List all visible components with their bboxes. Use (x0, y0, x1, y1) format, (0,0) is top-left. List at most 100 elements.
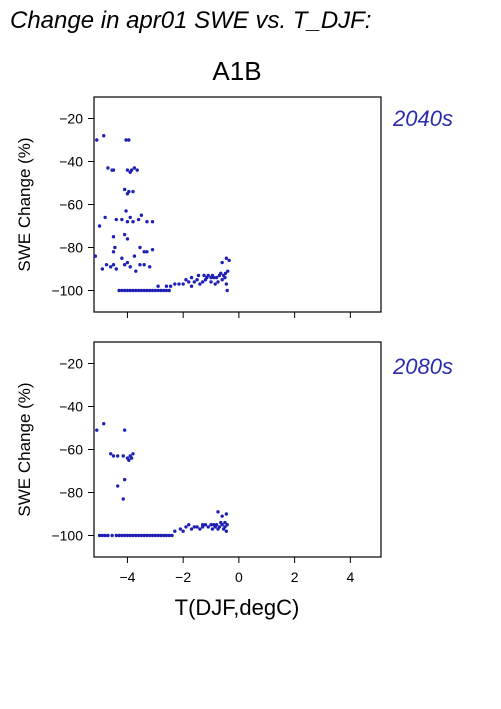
data-point (220, 260, 224, 265)
data-point (93, 254, 98, 258)
plot-frame (93, 96, 382, 313)
data-point (125, 168, 130, 172)
data-point (159, 288, 163, 293)
data-point (125, 220, 130, 224)
data-point (128, 533, 132, 538)
data-point (113, 245, 117, 250)
data-point (139, 213, 144, 217)
data-point (223, 275, 227, 280)
data-point (167, 533, 171, 538)
data-point (217, 525, 222, 529)
data-point (95, 428, 99, 432)
data-point (184, 525, 188, 529)
data-point (209, 275, 213, 280)
data-point (122, 263, 127, 267)
data-point (224, 529, 229, 533)
data-point (114, 533, 118, 538)
data-point (131, 288, 135, 293)
data-point (120, 217, 124, 222)
data-point (159, 533, 163, 538)
data-point (122, 533, 127, 538)
data-point (216, 280, 220, 284)
data-point (198, 527, 202, 531)
data-point (131, 189, 135, 194)
data-point (131, 220, 135, 224)
data-point (214, 275, 219, 280)
data-point (181, 529, 185, 533)
data-point (200, 523, 205, 527)
data-point (200, 280, 205, 284)
data-point (114, 217, 118, 222)
data-point (134, 288, 138, 293)
data-point (114, 267, 118, 271)
data-point (189, 527, 194, 531)
data-point (145, 288, 149, 293)
data-point (138, 263, 142, 267)
data-point (127, 189, 131, 194)
period-label: 2080s (392, 354, 453, 379)
data-point (100, 267, 105, 271)
data-point (170, 533, 174, 538)
data-point (103, 533, 107, 538)
y-tick-label: −40 (59, 154, 83, 170)
x-tick-label: 4 (346, 569, 354, 585)
y-tick-label: −80 (59, 485, 83, 501)
panel-2040s: −20 −40 −60 −80 −100 SWE Change (%) 2040s (15, 96, 453, 318)
data-point (138, 245, 142, 250)
data-point (125, 533, 130, 538)
data-point (117, 533, 121, 538)
data-point (142, 533, 146, 538)
data-point (97, 224, 102, 228)
data-point (109, 452, 113, 456)
data-point (209, 280, 213, 284)
data-point (198, 282, 202, 286)
data-point (122, 187, 127, 192)
data-point (102, 422, 106, 426)
data-point (129, 168, 134, 172)
y-tick-label: −20 (59, 356, 83, 372)
data-point (214, 523, 219, 527)
data-point (125, 237, 130, 241)
data-point (120, 256, 124, 260)
data-point (206, 273, 210, 278)
data-point (139, 288, 144, 293)
data-point (161, 533, 166, 538)
data-point (100, 533, 105, 538)
data-point (121, 497, 125, 501)
data-point (225, 288, 229, 293)
data-point (142, 250, 146, 254)
data-point (212, 275, 216, 280)
data-point (122, 477, 127, 482)
scenario-label: A1B (212, 56, 261, 86)
data-point (125, 288, 130, 293)
data-point (220, 514, 224, 518)
y-tick-label: −100 (51, 528, 83, 544)
data-point (219, 271, 223, 275)
data-point (124, 209, 128, 213)
data-point (150, 533, 155, 538)
data-point (150, 288, 155, 293)
data-point (220, 523, 224, 527)
data-point (106, 533, 110, 538)
data-point (173, 282, 177, 286)
data-point (111, 168, 116, 172)
data-point (167, 288, 171, 293)
x-tick-label: 2 (291, 569, 299, 585)
data-point (187, 523, 191, 527)
data-point (156, 284, 160, 288)
data-point (196, 273, 201, 278)
data-point (131, 452, 135, 456)
data-point (139, 533, 144, 538)
data-point (115, 454, 120, 458)
data-point (223, 525, 227, 529)
data-point (111, 250, 116, 254)
data-point (120, 533, 124, 538)
data-point (120, 288, 124, 293)
data-point (134, 269, 138, 273)
data-point (206, 525, 210, 529)
data-point (111, 235, 116, 239)
y-tick-label: −60 (59, 197, 83, 213)
data-point (210, 527, 215, 531)
